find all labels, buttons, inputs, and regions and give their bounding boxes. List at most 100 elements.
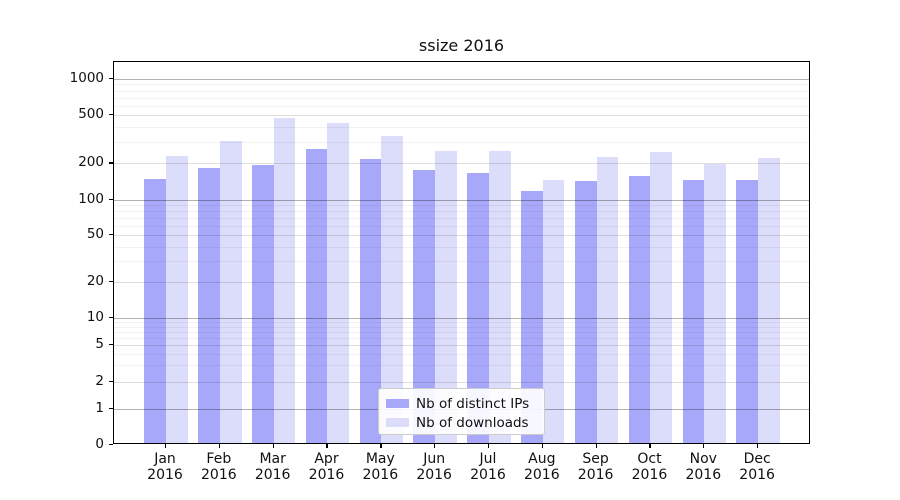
- x-tick-label-may: May 2016: [362, 451, 399, 483]
- y-tick-mark: [109, 380, 113, 382]
- x-tick-mark: [326, 444, 328, 448]
- y-tick-mark: [109, 114, 113, 116]
- x-tick-label-mar: Mar 2016: [254, 451, 291, 483]
- bar-ips-mar: [251, 164, 274, 443]
- gridline-70: [114, 218, 809, 220]
- y-tick-label-2: 2: [95, 372, 104, 389]
- x-tick-mark: [703, 444, 705, 448]
- bar-ips-nov: [682, 180, 705, 443]
- x-tick-mark: [649, 444, 651, 448]
- gridline-600: [114, 105, 809, 107]
- gridline-5: [114, 345, 809, 347]
- bar-ips-sep: [574, 180, 597, 443]
- x-tick-mark: [272, 444, 274, 448]
- legend-item-downloads: Nb of downloads: [386, 413, 544, 432]
- y-tick-mark: [109, 316, 113, 318]
- gridline-8: [114, 326, 809, 328]
- x-tick-mark: [757, 444, 759, 448]
- bar-downloads-jan: [166, 155, 188, 443]
- bar-ips-oct: [628, 175, 651, 443]
- x-tick-label-jan: Jan 2016: [147, 451, 183, 483]
- gridline-2: [114, 381, 809, 383]
- x-tick-mark: [595, 444, 597, 448]
- x-tick-label-aug: Aug 2016: [523, 451, 560, 483]
- x-tick-mark: [541, 444, 543, 448]
- x-tick-label-dec: Dec 2016: [739, 451, 775, 483]
- gridline-3: [114, 365, 809, 367]
- y-tick-mark: [109, 162, 113, 164]
- legend-label-distinct-ips: Nb of distinct IPs: [416, 395, 530, 412]
- y-tick-mark: [109, 407, 113, 410]
- x-tick-label-feb: Feb 2016: [201, 451, 237, 483]
- y-tick-label-50: 50: [86, 226, 104, 243]
- chart-title: ssize 2016: [418, 36, 505, 55]
- x-tick-label-sep: Sep 2016: [577, 451, 614, 483]
- gridline-50: [114, 235, 809, 237]
- y-tick-label-500: 500: [78, 106, 104, 123]
- x-tick-label-jun: Jun 2016: [416, 451, 452, 483]
- bar-downloads-dec: [758, 157, 780, 443]
- gridline-500: [114, 115, 809, 117]
- gridline-900: [114, 84, 809, 86]
- x-tick-label-apr: Apr 2016: [308, 451, 345, 483]
- bar-ips-aug: [521, 191, 543, 443]
- gridline-40: [114, 246, 809, 248]
- gridline-4: [114, 354, 809, 356]
- y-tick-mark: [109, 77, 113, 79]
- gridline-30: [114, 261, 809, 263]
- y-tick-label-1000: 1000: [69, 69, 104, 86]
- bar-ips-jul: [467, 173, 489, 443]
- legend-swatch-downloads: [386, 418, 409, 427]
- gridline-20: [114, 282, 809, 284]
- legend-label-downloads: Nb of downloads: [416, 414, 529, 431]
- bar-ips-feb: [198, 168, 220, 443]
- plot-area: [113, 61, 810, 444]
- x-tick-mark: [380, 444, 382, 448]
- y-tick-mark: [109, 198, 113, 200]
- bar-downloads-sep: [596, 157, 619, 443]
- bar-downloads-apr: [327, 123, 350, 443]
- legend: Nb of distinct IPs Nb of downloads: [378, 388, 545, 435]
- gridline-10: [114, 317, 809, 319]
- y-tick-label-100: 100: [78, 190, 104, 207]
- x-tick-label-nov: Nov 2016: [685, 451, 722, 483]
- bar-downloads-aug: [542, 180, 565, 443]
- bar-downloads-nov: [704, 164, 726, 443]
- x-tick-mark: [434, 444, 436, 448]
- legend-swatch-distinct-ips: [386, 399, 409, 408]
- gridline-200: [114, 163, 809, 165]
- x-tick-mark: [165, 444, 167, 448]
- y-tick-label-1: 1: [95, 399, 104, 416]
- x-tick-label-oct: Oct 2016: [631, 451, 668, 483]
- y-tick-label-200: 200: [78, 154, 104, 171]
- gridline-6: [114, 337, 809, 339]
- gridline-1000: [114, 78, 809, 80]
- bar-downloads-jul: [488, 150, 511, 443]
- bar-downloads-jun: [435, 150, 457, 443]
- x-tick-mark: [218, 444, 221, 448]
- bar-downloads-feb: [219, 141, 242, 443]
- bar-ips-dec: [736, 180, 759, 443]
- gridline-800: [114, 90, 809, 92]
- legend-item-distinct-ips: Nb of distinct IPs: [386, 394, 544, 413]
- y-tick-label-20: 20: [86, 273, 104, 290]
- gridline-700: [114, 97, 809, 99]
- y-tick-label-0: 0: [95, 436, 104, 452]
- gridline-400: [114, 126, 809, 128]
- gridline-7: [114, 331, 809, 333]
- gridline-90: [114, 205, 809, 207]
- bar-downloads-may: [381, 136, 403, 443]
- bar-downloads-oct: [650, 152, 673, 443]
- y-tick-mark: [109, 281, 113, 283]
- y-tick-label-5: 5: [95, 336, 104, 353]
- y-tick-label-10: 10: [86, 308, 104, 325]
- bar-ips-apr: [305, 148, 328, 443]
- gridline-100: [114, 199, 809, 201]
- y-tick-mark: [109, 234, 113, 236]
- bar-downloads-mar: [273, 117, 296, 443]
- gridline-60: [114, 225, 809, 227]
- gridline-300: [114, 142, 809, 144]
- gridline-80: [114, 211, 809, 213]
- y-tick-mark: [109, 444, 113, 446]
